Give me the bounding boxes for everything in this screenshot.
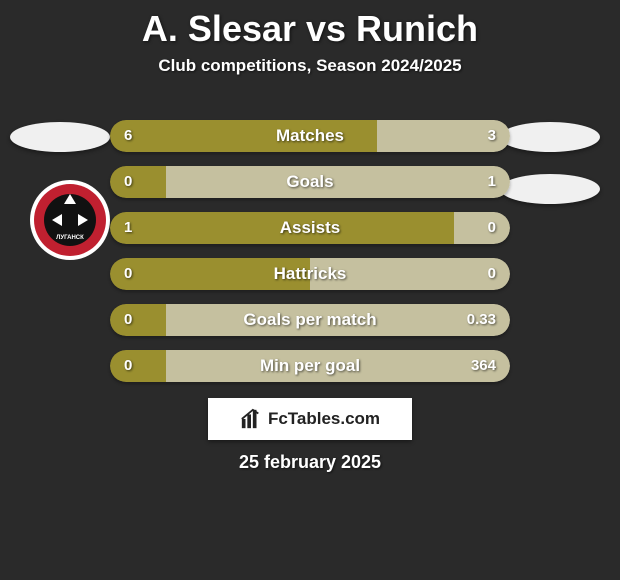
chart-icon: [240, 408, 262, 430]
player-photo-left: [10, 122, 110, 152]
stat-bar-right: [166, 304, 510, 336]
fctables-badge: FcTables.com: [208, 398, 412, 440]
svg-text:ЛУГАНСК: ЛУГАНСК: [56, 235, 84, 241]
stat-bar-right: [377, 120, 510, 152]
stat-bar-left: [110, 212, 454, 244]
stat-row: 00.33Goals per match: [110, 304, 510, 336]
stat-row: 10Assists: [110, 212, 510, 244]
stat-row: 01Goals: [110, 166, 510, 198]
club-badge-left: ЛУГАНСК: [30, 180, 110, 260]
stat-bar-right: [166, 350, 510, 382]
stat-bar-left: [110, 304, 166, 336]
comparison-card: A. Slesar vs Runich Club competitions, S…: [0, 0, 620, 580]
stat-row: 0364Min per goal: [110, 350, 510, 382]
fctables-label: FcTables.com: [268, 409, 380, 429]
stat-bar-left: [110, 120, 377, 152]
stat-bar-right: [454, 212, 510, 244]
subtitle: Club competitions, Season 2024/2025: [0, 56, 620, 76]
stat-row: 63Matches: [110, 120, 510, 152]
player-photo-right-top: [500, 122, 600, 152]
stats-container: 63Matches 01Goals 10Assists 00Hattricks 00.3…: [110, 120, 510, 396]
stat-bar-left: [110, 350, 166, 382]
stat-bar-left: [110, 258, 310, 290]
stat-row: 00Hattricks: [110, 258, 510, 290]
stat-bar-right: [166, 166, 510, 198]
date-label: 25 february 2025: [0, 452, 620, 473]
stat-bar-left: [110, 166, 166, 198]
player-photo-right-bottom: [500, 174, 600, 204]
title: A. Slesar vs Runich: [0, 0, 620, 50]
stat-bar-right: [310, 258, 510, 290]
